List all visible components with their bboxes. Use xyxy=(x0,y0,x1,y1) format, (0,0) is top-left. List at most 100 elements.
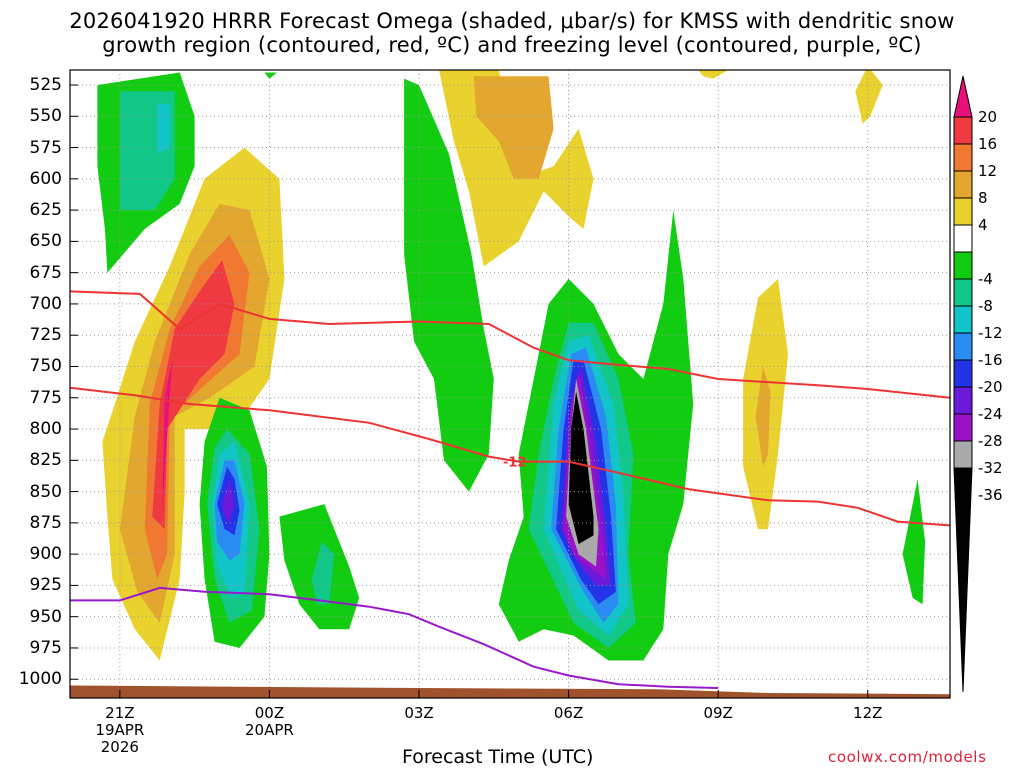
descent-plume-a-level-16 xyxy=(152,260,235,530)
ascent-column-upper-left xyxy=(97,72,195,273)
colorbar-label: 20 xyxy=(978,108,998,126)
ascent-column-center-level--4 xyxy=(404,78,494,492)
terrain xyxy=(70,685,950,698)
y-tick-label: 525 xyxy=(29,75,62,95)
colorbar-bin-16-to-20 xyxy=(953,116,973,145)
colorbar-top-arrow xyxy=(953,75,973,118)
colorbar-label: 4 xyxy=(978,216,988,234)
ascent-lower-left-cell xyxy=(199,397,270,648)
descent-right-top-level-4 xyxy=(855,70,883,124)
y-tick-label: 700 xyxy=(29,293,62,314)
colorbar-label: 8 xyxy=(978,189,988,207)
y-tick-label: 975 xyxy=(29,637,62,658)
x-tick-label-line: 06Z xyxy=(553,704,584,722)
y-tick-label: 950 xyxy=(29,606,62,627)
freezing-level xyxy=(70,586,719,689)
descent-upper-center xyxy=(439,70,594,267)
descent-plume-a-level-20 xyxy=(162,360,173,511)
y-tick-label: 875 xyxy=(29,512,62,533)
colorbar-label: -32 xyxy=(978,459,1003,477)
descent-upper-center-level-8 xyxy=(473,76,554,179)
colorbar-bin--24-to--20 xyxy=(953,359,973,388)
x-tick-label: 21Z 19APR 2026 xyxy=(75,705,165,756)
colorbar-bin-8-to-12 xyxy=(953,170,973,199)
colorbar-label: -16 xyxy=(978,351,1003,369)
colorbar-bin--16-to--12 xyxy=(953,305,973,334)
colorbar-label: -20 xyxy=(978,378,1003,396)
x-tick-label-line: 2026 xyxy=(100,738,139,756)
ascent-core-main xyxy=(498,210,694,661)
ascent-small-cell xyxy=(279,504,360,630)
plot-frame-layer xyxy=(69,69,951,699)
x-tick-label-line: 09Z xyxy=(703,704,733,722)
colorbar-label: -28 xyxy=(978,432,1003,450)
x-axis-title: Forecast Time (UTC) xyxy=(402,746,594,768)
colorbar-bin--32-to--28 xyxy=(953,413,973,442)
colorbar-bin--4-to-4 xyxy=(953,224,973,253)
ascent-lower-left-cell-level--24 xyxy=(222,479,235,523)
y-tick-label: 825 xyxy=(29,450,62,471)
y-tick-label: 925 xyxy=(29,575,62,596)
x-tick-label: 00Z 20APR xyxy=(224,705,314,739)
colorbar-label: -8 xyxy=(978,297,993,315)
chart-title-line1: 2026041920 HRRR Forecast Omega (shaded, … xyxy=(69,9,955,33)
colorbar-bin--8-to--4 xyxy=(953,251,973,280)
colorbar-bin--12-to--8 xyxy=(953,278,973,307)
dgz-lower-label: -12 xyxy=(503,456,527,471)
x-tick-label-line: 20APR xyxy=(245,721,294,739)
dgz-lower xyxy=(70,386,950,527)
colorbar-bin-12-to-16 xyxy=(953,143,973,172)
ascent-far-right-level--4 xyxy=(902,479,926,605)
x-tick-label: 12Z xyxy=(823,705,913,722)
dgz-upper xyxy=(70,290,950,399)
ascent-column-center xyxy=(404,78,494,492)
plot-frame xyxy=(69,69,951,699)
y-tick-label: 550 xyxy=(29,106,62,127)
y-tick-label: 800 xyxy=(29,419,62,440)
ascent-column-upper-left-level--12 xyxy=(157,103,170,154)
ascent-far-right xyxy=(264,72,926,605)
contour-lines-layer: -12 xyxy=(70,290,950,698)
descent-right-mid-level-8 xyxy=(755,366,771,467)
site-credit[interactable]: coolwx.com/models xyxy=(828,748,987,766)
colorbar-bottom-arrow xyxy=(953,467,973,693)
y-tick-label: 775 xyxy=(29,387,62,408)
y-tick-label: 1000 xyxy=(18,669,62,690)
descent-right-top xyxy=(698,70,883,124)
colorbar-bin--36-to--32 xyxy=(953,440,973,469)
colorbar-label: -36 xyxy=(978,486,1003,504)
chart-title-line2: growth region (contoured, red, ºC) and f… xyxy=(102,33,922,57)
colorbar-label: -12 xyxy=(978,324,1003,342)
y-tick-label: 575 xyxy=(29,137,62,158)
x-tick-label-line: 21Z xyxy=(105,704,135,722)
y-tick-label: 900 xyxy=(29,544,62,565)
x-tick-label-line: 00Z xyxy=(254,704,285,722)
x-tick-label-line: 19APR xyxy=(95,721,145,739)
y-tick-label: 725 xyxy=(29,325,62,346)
colorbar-bin--20-to--16 xyxy=(953,332,973,361)
ascent-far-right-level--4 xyxy=(264,72,277,79)
colorbar-label: 12 xyxy=(978,162,998,180)
descent-right-mid xyxy=(743,278,788,530)
colorbar-bin-4-to-8 xyxy=(953,197,973,226)
descent-right-top-level-4 xyxy=(698,70,729,79)
x-tick-label: 03Z xyxy=(374,705,464,722)
ascent-core-main-level--36 xyxy=(568,391,594,545)
colorbar-label: 16 xyxy=(978,135,998,153)
colorbar-label: -4 xyxy=(978,270,993,288)
y-tick-label: 850 xyxy=(29,481,62,502)
y-tick-label: 750 xyxy=(29,356,62,377)
ascent-small-cell-level--8 xyxy=(311,541,335,605)
y-tick-label: 675 xyxy=(29,262,62,283)
colorbar-layer xyxy=(953,75,973,693)
x-tick-label-line: 03Z xyxy=(404,704,434,722)
omega-shading-layer xyxy=(97,70,926,661)
y-tick-label: 625 xyxy=(29,200,62,221)
colorbar-label: -24 xyxy=(978,405,1003,423)
y-tick-label: 600 xyxy=(29,168,62,189)
x-tick-label: 06Z xyxy=(524,705,614,722)
y-tick-label: 650 xyxy=(29,231,62,252)
colorbar-bin--28-to--24 xyxy=(953,386,973,415)
x-tick-label-line: 12Z xyxy=(853,704,883,722)
